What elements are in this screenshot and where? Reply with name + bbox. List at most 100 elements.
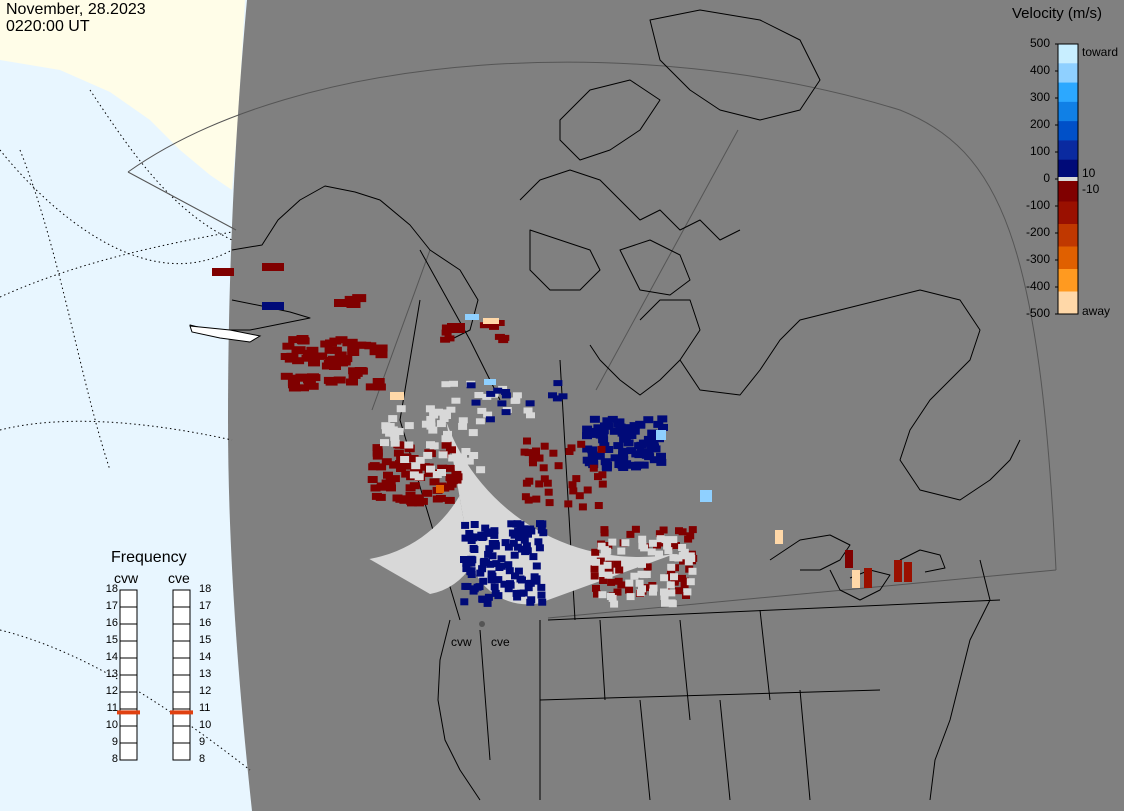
velocity-cell [510, 551, 519, 559]
grid-edge [547, 569, 1057, 619]
velocity-cell [423, 451, 433, 459]
velocity-cell [682, 592, 690, 599]
velocity-cell [618, 464, 629, 471]
colorbar-tick: 500 [1029, 36, 1050, 50]
velocity-cell [608, 594, 617, 602]
velocity-cell [476, 466, 486, 474]
velocity-cell [483, 529, 492, 537]
velocity-cell [521, 548, 530, 556]
velocity-cell [301, 354, 314, 362]
velocity-cell [526, 525, 535, 533]
velocity-cell [443, 430, 452, 438]
coastline [519, 169, 741, 241]
velocity-cell [852, 570, 860, 588]
velocity-cell [645, 436, 656, 444]
colorbar-segment [1058, 269, 1078, 292]
velocity-cell [539, 464, 548, 472]
velocity-cell [615, 566, 624, 574]
velocity-cell [636, 589, 645, 597]
velocity-cell [327, 355, 340, 363]
velocity-cell [451, 397, 461, 404]
velocity-cell [444, 496, 455, 504]
colorbar-tick: -400 [1025, 279, 1050, 293]
velocity-cell [670, 573, 678, 581]
time-label: 0220:00 UT [6, 18, 90, 35]
velocity-cell [288, 384, 301, 392]
velocity-cell [598, 427, 609, 435]
velocity-cell [292, 357, 305, 365]
velocity-cell [293, 346, 306, 354]
velocity-cell [479, 322, 490, 329]
velocity-cell [488, 552, 497, 560]
velocity-cell [582, 445, 593, 453]
velocity-cell [575, 492, 584, 500]
velocity-cell [411, 462, 421, 470]
velocity-cell [598, 591, 607, 599]
velocity-cell [660, 593, 669, 600]
velocity-cell [621, 539, 630, 547]
grid-line [0, 629, 251, 771]
velocity-cell [610, 600, 619, 608]
velocity-cell [386, 484, 396, 492]
velocity-cell [655, 530, 664, 538]
velocity-cell [667, 599, 676, 607]
velocity-cell [589, 415, 600, 423]
frequency-radar-cvw-label: cvw [114, 570, 139, 586]
velocity-cell [474, 392, 484, 398]
velocity-cell [537, 591, 546, 599]
colorbar-segment [1058, 246, 1078, 270]
velocity-cell [613, 442, 624, 450]
velocity-cell [583, 486, 592, 494]
coastline [769, 534, 851, 571]
velocity-cell [438, 451, 448, 459]
colorbar-segment [1058, 63, 1078, 84]
latitude-grid [0, 61, 1057, 771]
velocity-cell [392, 494, 403, 502]
velocity-cell [522, 542, 531, 550]
velocity-cell [524, 530, 532, 538]
velocity-cell [477, 531, 486, 539]
velocity-cell [601, 464, 612, 472]
velocity-cell [635, 579, 644, 587]
aleutian-islands [189, 325, 262, 343]
frequency-tick: 15 [199, 634, 212, 646]
velocity-cell [404, 445, 415, 453]
velocity-cell [526, 579, 535, 587]
velocity-cell [485, 545, 494, 553]
colorbar-segment [1058, 101, 1078, 122]
velocity-cell [421, 420, 431, 428]
colorbar-tick: 200 [1029, 117, 1050, 131]
velocity-cell [376, 482, 387, 490]
velocity-cell [458, 453, 467, 461]
frequency-tick: 8 [199, 753, 206, 765]
velocity-cell [638, 535, 647, 543]
velocity-cell [582, 432, 592, 440]
colorbar-tick: 100 [1029, 144, 1050, 158]
velocity-cell [567, 444, 576, 452]
velocity-cell [347, 349, 360, 356]
coastline [539, 689, 881, 701]
grid-line [0, 149, 233, 264]
velocity-cell [475, 418, 485, 425]
velocity-cell [504, 543, 513, 551]
velocity-cell [444, 464, 455, 472]
velocity-cell [597, 445, 606, 453]
frequency-tick: 14 [199, 651, 212, 663]
velocity-cell [439, 484, 450, 492]
frequency-tick: 11 [199, 702, 211, 714]
velocity-cell [675, 587, 683, 595]
grid-line [19, 149, 111, 471]
velocity-cell [461, 534, 470, 542]
velocity-cell [594, 473, 602, 481]
frequency-tick: 18 [199, 583, 212, 595]
velocity-cell [513, 543, 522, 551]
colorbar-tick: 400 [1029, 63, 1050, 77]
velocity-cell [527, 596, 536, 604]
velocity-cell [470, 521, 479, 528]
colorbar-title: Velocity (m/s) [1012, 5, 1103, 22]
frequency-tick: 18 [105, 583, 118, 595]
velocity-cell [469, 544, 478, 552]
velocity-cell [478, 565, 487, 573]
arctic-ice [0, 0, 245, 190]
